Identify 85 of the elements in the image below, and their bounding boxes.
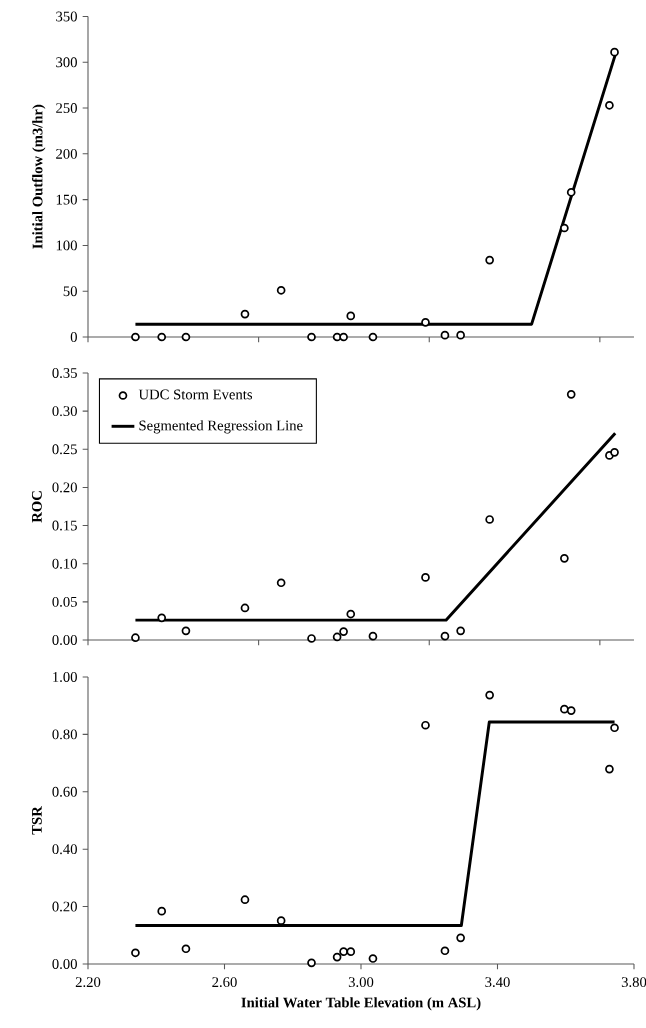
point bbox=[440, 946, 450, 956]
point bbox=[181, 944, 191, 954]
point bbox=[276, 916, 286, 925]
point bbox=[421, 720, 430, 730]
point bbox=[240, 309, 250, 319]
y-tick-label: 150 bbox=[56, 194, 77, 205]
point bbox=[560, 554, 569, 563]
point bbox=[332, 952, 342, 962]
y-tick-label: 0.00 bbox=[52, 959, 77, 969]
y-tick-label: 0.20 bbox=[52, 901, 77, 912]
point bbox=[307, 958, 316, 968]
point bbox=[368, 954, 378, 963]
point bbox=[131, 948, 140, 958]
point bbox=[421, 318, 430, 327]
point bbox=[157, 906, 167, 916]
y-axis-title: ROC bbox=[31, 491, 42, 523]
point bbox=[421, 573, 430, 582]
point bbox=[560, 704, 569, 714]
point bbox=[485, 515, 494, 524]
point bbox=[368, 332, 378, 342]
point bbox=[485, 255, 494, 265]
point bbox=[368, 631, 378, 641]
y-tick-label: 0.40 bbox=[52, 844, 77, 855]
y-axis-title: Initial Outflow (m3/hr) bbox=[32, 104, 46, 249]
point bbox=[610, 47, 619, 57]
x-tick-label: 2.20 bbox=[75, 977, 101, 988]
point bbox=[131, 633, 140, 643]
y-axis-title: TSR bbox=[31, 806, 42, 835]
point bbox=[131, 332, 140, 342]
y-tick-label: 1.00 bbox=[53, 672, 77, 682]
y-tick-label: 0.30 bbox=[52, 406, 77, 417]
y-tick-label: 0.00 bbox=[52, 635, 77, 645]
x-tick-label: 3.40 bbox=[485, 977, 510, 988]
point bbox=[307, 634, 316, 643]
y-tick-label: 200 bbox=[56, 148, 77, 159]
point bbox=[339, 947, 348, 956]
y-tick-label: 0.10 bbox=[52, 558, 77, 569]
point bbox=[157, 332, 167, 342]
y-tick-label: 350 bbox=[56, 11, 77, 22]
point bbox=[560, 223, 569, 233]
y-tick-label: 100 bbox=[56, 240, 77, 251]
point bbox=[566, 706, 576, 715]
y-tick-label: 0.80 bbox=[52, 729, 77, 740]
point bbox=[339, 627, 348, 636]
point bbox=[240, 895, 250, 905]
point bbox=[440, 330, 450, 340]
legend-label: Segmented Regression Line bbox=[139, 420, 303, 434]
point bbox=[610, 448, 619, 457]
y-tick-label: 0.15 bbox=[52, 520, 77, 531]
point bbox=[332, 632, 342, 642]
point bbox=[566, 390, 576, 399]
point bbox=[610, 723, 619, 733]
x-axis-title: Initial Water Table Elevation (m ASL) bbox=[241, 997, 481, 1011]
point bbox=[346, 311, 356, 321]
y-tick-label: 250 bbox=[56, 103, 77, 113]
y-tick-label: 0.05 bbox=[52, 596, 77, 607]
point bbox=[276, 285, 286, 295]
point bbox=[181, 332, 191, 342]
point bbox=[346, 609, 356, 619]
y-tick-label: 0.25 bbox=[52, 444, 77, 455]
y-tick-label: 0.60 bbox=[52, 786, 77, 797]
point bbox=[440, 631, 450, 641]
legend-label: UDC Storm Events bbox=[138, 389, 253, 400]
point bbox=[346, 947, 356, 956]
y-tick-label: 0 bbox=[70, 332, 77, 342]
point bbox=[566, 187, 576, 197]
y-tick-label: 50 bbox=[63, 286, 77, 297]
x-tick-label: 3.00 bbox=[348, 977, 374, 988]
point bbox=[157, 613, 167, 623]
point bbox=[456, 626, 465, 636]
point bbox=[605, 764, 614, 774]
y-tick-label: 0.20 bbox=[52, 482, 77, 493]
y-tick-label: 0.35 bbox=[52, 368, 77, 378]
point bbox=[240, 603, 250, 613]
y-tick-label: 300 bbox=[56, 57, 77, 68]
point bbox=[485, 690, 494, 700]
point bbox=[307, 332, 316, 342]
point bbox=[276, 578, 286, 588]
point bbox=[605, 100, 614, 110]
point bbox=[181, 626, 191, 636]
point bbox=[456, 933, 465, 943]
point bbox=[456, 330, 465, 340]
x-tick-label: 2.60 bbox=[212, 977, 237, 988]
point bbox=[339, 332, 348, 342]
x-tick-label: 3.80 bbox=[621, 977, 646, 988]
